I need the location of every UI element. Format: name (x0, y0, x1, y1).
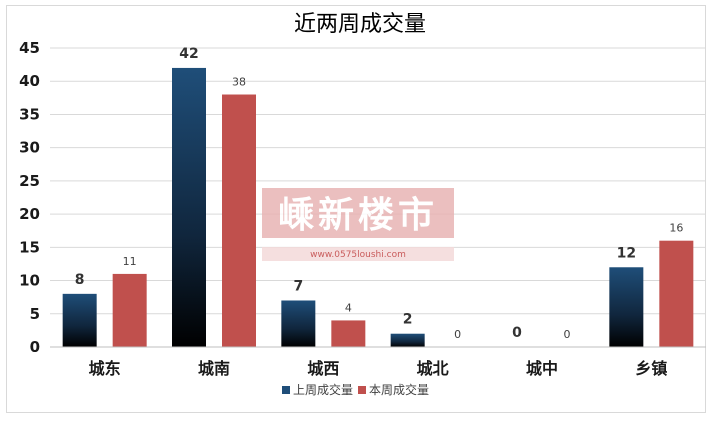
data-label-prev-week-5: 12 (617, 245, 636, 261)
y-tick-label: 10 (19, 272, 40, 290)
data-label-this-week-2: 4 (345, 301, 352, 314)
y-tick-label: 15 (19, 238, 40, 256)
x-tick-label: 城北 (417, 359, 449, 378)
data-label-this-week-1: 38 (232, 76, 246, 89)
legend: 上周成交量 本周成交量 (282, 382, 429, 397)
y-axis-ticks: 0 5 10 15 20 25 30 35 40 45 (19, 39, 40, 356)
data-label-prev-week-3: 2 (403, 312, 413, 328)
chart-title: 近两周成交量 (294, 12, 426, 37)
data-label-this-week-0: 11 (123, 255, 137, 268)
y-tick-label: 5 (30, 305, 40, 323)
legend-swatch-prev (282, 386, 290, 394)
watermark: 嵊新楼市 www.0575loushi.com (262, 188, 454, 261)
y-tick-label: 40 (19, 72, 40, 90)
x-tick-label: 城东 (89, 359, 121, 378)
y-tick-label: 35 (19, 105, 40, 123)
gridlines (50, 47, 706, 315)
x-tick-label: 城中 (526, 359, 558, 378)
watermark-url-box (262, 247, 454, 261)
y-tick-label: 25 (19, 172, 40, 190)
data-label-this-week-5: 16 (669, 222, 683, 235)
data-label-this-week-4: 0 (564, 328, 571, 341)
data-label-prev-week-0: 8 (75, 272, 85, 288)
legend-label-curr: 本周成交量 (369, 382, 429, 397)
bar-this-week-1 (222, 94, 256, 347)
y-tick-label: 45 (19, 39, 40, 57)
bar-this-week-2 (331, 320, 366, 347)
data-label-this-week-3: 0 (454, 328, 461, 341)
bars (62, 67, 694, 347)
bar-prev-week-5 (609, 267, 644, 347)
legend-swatch-curr (358, 386, 366, 394)
watermark-url: www.0575loushi.com (310, 250, 406, 260)
x-axis-ticks: 城东 城南 城西 城北 城中 乡镇 (89, 359, 668, 378)
watermark-text: 嵊新楼市 (278, 194, 438, 236)
y-tick-label: 20 (19, 205, 40, 223)
x-tick-label: 城西 (307, 359, 339, 378)
bar-prev-week-3 (390, 333, 425, 347)
bar-this-week-5 (659, 240, 694, 347)
y-tick-label: 0 (30, 338, 40, 356)
x-tick-label: 城南 (198, 359, 230, 378)
bar-prev-week-2 (281, 300, 316, 347)
x-tick-label: 乡镇 (635, 359, 667, 378)
data-label-prev-week-4: 0 (512, 325, 522, 341)
data-label-prev-week-2: 7 (293, 278, 303, 294)
y-tick-label: 30 (19, 139, 40, 157)
watermark-box (262, 188, 454, 238)
bar-prev-week-0 (62, 293, 97, 347)
legend-label-prev: 上周成交量 (293, 382, 353, 397)
bar-prev-week-1 (172, 67, 206, 347)
bar-this-week-0 (112, 273, 147, 347)
data-label-prev-week-1: 42 (179, 46, 198, 62)
